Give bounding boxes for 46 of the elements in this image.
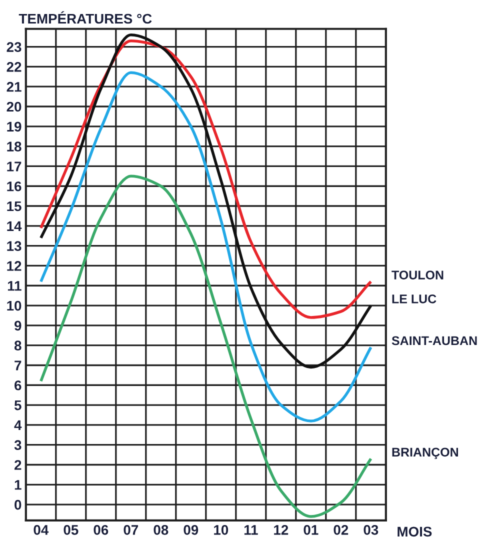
line-series bbox=[40, 33, 372, 369]
y-tick-label: 20 bbox=[6, 102, 22, 112]
y-tick-label: 9 bbox=[14, 320, 22, 331]
x-tick-label: 05 bbox=[64, 525, 78, 535]
y-tick-label: 16 bbox=[7, 181, 22, 192]
y-tick-label: 15 bbox=[7, 201, 22, 212]
y-tick-label: 8 bbox=[14, 340, 22, 351]
y-tick-label: 17 bbox=[7, 162, 22, 172]
y-tick-label: 10 bbox=[7, 300, 22, 311]
y-axis-title: TEMPÉRATURES °C bbox=[18, 11, 152, 24]
y-tick-label: 19 bbox=[7, 122, 22, 132]
x-tick-label: 06 bbox=[94, 525, 108, 535]
y-tick-label: 23 bbox=[6, 42, 22, 52]
y-tick-label: 22 bbox=[6, 62, 22, 72]
x-axis-title: MOIS bbox=[398, 526, 432, 537]
x-tick-label: 04 bbox=[34, 525, 49, 535]
y-tick-label: 2 bbox=[14, 460, 22, 470]
line-series bbox=[40, 71, 372, 422]
y-tick-label: 12 bbox=[7, 261, 22, 271]
x-tick-label: 02 bbox=[334, 525, 348, 535]
line-series bbox=[40, 174, 372, 518]
y-tick-label: 13 bbox=[7, 241, 22, 252]
series-label: SAINT-AUBAN bbox=[392, 336, 477, 346]
y-tick-label: 11 bbox=[8, 281, 22, 291]
x-tick-label: 03 bbox=[364, 525, 378, 535]
x-tick-label: 09 bbox=[184, 525, 198, 535]
x-tick-label: 10 bbox=[214, 525, 228, 535]
series-label: BRIANÇON bbox=[392, 448, 458, 460]
y-tick-label: 18 bbox=[7, 142, 22, 152]
x-tick-label: 11 bbox=[244, 525, 258, 535]
y-tick-label: 0 bbox=[14, 500, 22, 510]
y-tick-label: 21 bbox=[6, 82, 22, 92]
x-tick-label: 01 bbox=[304, 525, 318, 535]
x-tick-label: 12 bbox=[274, 525, 288, 535]
y-tick-label: 7 bbox=[14, 360, 22, 370]
y-tick-label: 4 bbox=[14, 420, 22, 430]
y-tick-label: 6 bbox=[14, 380, 22, 390]
line-series bbox=[40, 39, 372, 319]
y-tick-label: 3 bbox=[14, 440, 22, 450]
y-tick-label: 14 bbox=[7, 221, 22, 231]
y-tick-label: 1 bbox=[14, 480, 22, 490]
x-tick-label: 08 bbox=[154, 525, 168, 535]
y-tick-label: 5 bbox=[14, 400, 22, 410]
series-label: LE LUC bbox=[392, 294, 436, 304]
x-tick-label: 07 bbox=[124, 525, 138, 535]
series-label: TOULON bbox=[392, 270, 444, 280]
